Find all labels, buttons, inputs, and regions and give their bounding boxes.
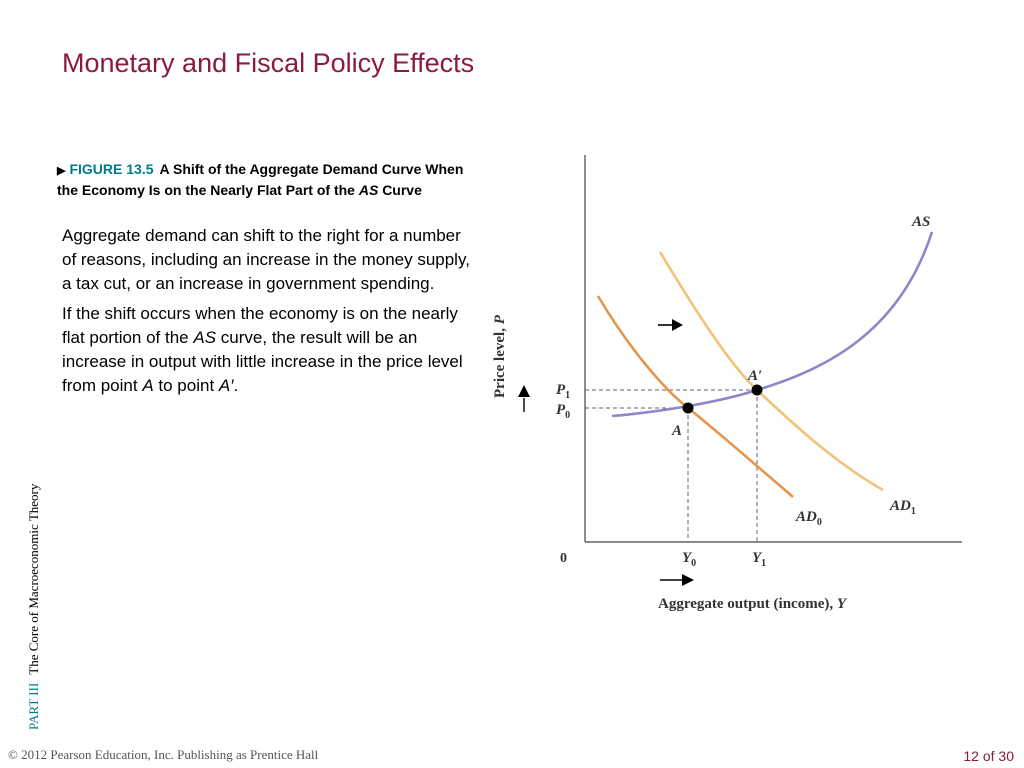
- x-axis-label: Aggregate output (income), Y: [658, 596, 848, 612]
- paragraph-1: Aggregate demand can shift to the right …: [62, 226, 470, 293]
- p2-text-c: to point: [158, 376, 215, 395]
- ad0-curve-label: AD0: [795, 509, 822, 528]
- caption-italic: AS: [358, 182, 379, 198]
- origin-label: 0: [560, 551, 567, 566]
- p0-label: P0: [556, 402, 570, 421]
- side-part-num: III: [26, 682, 41, 696]
- as-curve-label: AS: [911, 214, 930, 230]
- point-a-label: A: [671, 423, 682, 439]
- p2-point-a: A: [142, 376, 154, 395]
- page-number: 12 of 30: [963, 748, 1014, 764]
- output-arrow-icon: [682, 574, 694, 586]
- paragraph-2: If the shift occurs when the economy is …: [62, 302, 470, 398]
- figure-description: Aggregate demand can shift to the right …: [62, 224, 470, 404]
- figure-caption: ▶ FIGURE 13.5 A Shift of the Aggregate Dem…: [57, 160, 467, 200]
- side-part-label: PART III The Core of Macroeconomic Theory: [26, 484, 42, 730]
- price-up-arrow-icon: [518, 385, 530, 397]
- figure-number: FIGURE 13.5: [69, 161, 154, 177]
- p2-end: .: [233, 376, 239, 395]
- triangle-bullet-icon: ▶: [57, 165, 66, 177]
- slide-title: Monetary and Fiscal Policy Effects: [62, 48, 475, 78]
- p2-as: AS: [193, 328, 217, 347]
- caption-end: Curve: [382, 182, 422, 198]
- copyright: © 2012 Pearson Education, Inc. Publishin…: [8, 747, 319, 762]
- ad1-curve-label: AD1: [889, 498, 916, 517]
- shift-arrow-icon: [672, 319, 683, 331]
- y0-label: Y0: [682, 550, 696, 569]
- ad-as-diagram: Price level, P Aggregate output (income)…: [492, 155, 962, 612]
- p2-point-a-prime: A′: [218, 376, 234, 395]
- side-part-title: The Core of Macroeconomic Theory: [26, 483, 41, 675]
- caption-main: A Shift of the Aggregate Demand Curve Wh…: [57, 161, 464, 198]
- point-a-dot: [682, 402, 694, 414]
- point-a-prime-dot: [751, 384, 763, 396]
- y1-label: Y1: [752, 550, 766, 569]
- p2-text-b: curve, the result will be an increase in…: [62, 328, 463, 395]
- side-part: PART: [26, 698, 41, 730]
- as-curve: [611, 231, 934, 418]
- y-axis-label: Price level, P: [492, 314, 508, 398]
- p2-text-a: If the shift occurs when the economy is …: [62, 304, 458, 347]
- p1-label: P1: [556, 382, 570, 401]
- point-a-prime-label: A′: [747, 368, 762, 384]
- ad1-curve: [658, 251, 884, 492]
